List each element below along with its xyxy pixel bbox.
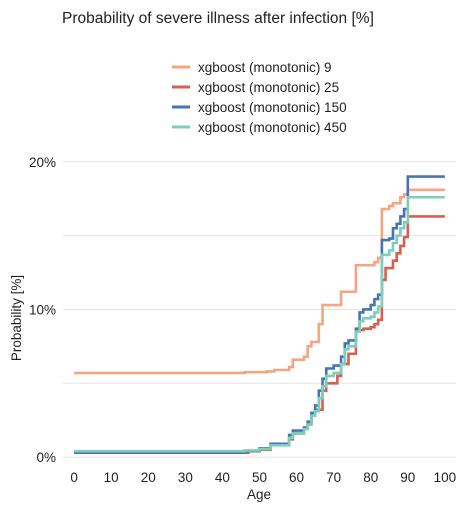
- series-layer: [74, 175, 445, 454]
- legend-label-3: xgboost (monotonic) 150: [198, 100, 347, 115]
- series-line-3: [74, 175, 445, 454]
- x-tick-label: 50: [252, 470, 267, 485]
- x-tick-label: 30: [178, 470, 193, 485]
- x-axis-label: Age: [247, 487, 271, 502]
- legend: xgboost (monotonic) 9 xgboost (monotonic)…: [172, 60, 347, 135]
- legend-label-4: xgboost (monotonic) 450: [198, 120, 347, 135]
- x-tick-label: 80: [363, 470, 378, 485]
- y-tick-label: 0%: [36, 450, 56, 465]
- legend-label-2: xgboost (monotonic) 25: [198, 80, 339, 95]
- y-tick-label: 10%: [29, 302, 56, 317]
- y-tick-label: 20%: [29, 155, 56, 170]
- x-tick-label: 0: [70, 470, 78, 485]
- x-axis: 0 10 20 30 40 50 60 70 80 90 100: [70, 470, 456, 485]
- y-axis: 0% 10% 20%: [29, 155, 56, 465]
- chart-title: Probability of severe illness after infe…: [62, 10, 374, 27]
- y-axis-label: Probability [%]: [9, 275, 24, 361]
- x-tick-label: 40: [215, 470, 230, 485]
- grid: [63, 161, 456, 458]
- x-tick-label: 20: [141, 470, 156, 485]
- x-tick-label: 90: [400, 470, 415, 485]
- x-tick-label: 100: [434, 470, 457, 485]
- x-tick-label: 70: [326, 470, 341, 485]
- legend-label-1: xgboost (monotonic) 9: [198, 60, 332, 75]
- x-tick-label: 60: [289, 470, 304, 485]
- x-tick-label: 10: [104, 470, 119, 485]
- series-line-4: [74, 195, 445, 453]
- series-line-1: [74, 188, 445, 375]
